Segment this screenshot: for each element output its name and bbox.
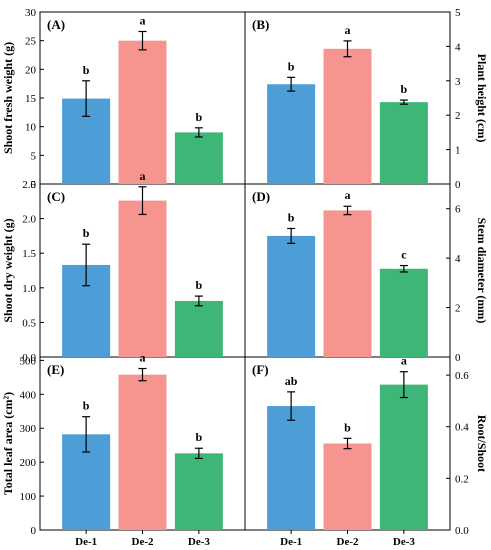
y-tick-label: 30 [25,7,37,19]
y-tick-label: 5 [31,150,37,162]
significance-label: a [140,169,146,183]
significance-label: b [83,63,90,77]
significance-label: a [140,351,146,365]
x-tick-label: De-3 [188,536,210,548]
bar-de-3 [174,300,223,357]
y-tick-label: 0 [455,179,461,191]
y-tick-label: 4 [455,253,461,265]
panel-c: (C) 0.0 0.5 1.0 1.5 2.0 2.5 Shoot dry weight (g… [1,169,223,364]
significance-label: b [288,210,295,224]
y-tick-label: 0.6 [455,370,469,382]
bar-de-3 [174,132,223,184]
bar-de-2 [118,374,167,530]
panel-label: (D) [252,189,270,204]
y-tick-label: 0 [31,179,37,191]
bar-de-1 [267,235,316,357]
panel-d: (D) 0 2 4 6 Stem diameter (mm) b a c [252,188,489,364]
y-tick-label: 100 [20,491,37,503]
y-axis-title: Plant height (cm) [475,54,489,143]
significance-label: b [196,110,203,124]
y-tick-label: 25 [25,36,37,48]
y-tick-label: 4 [455,41,461,53]
bar-de-1 [267,406,316,530]
y-tick-label: 400 [20,389,37,401]
y-tick-label: 0.0 [455,525,469,537]
y-tick-label: 10 [25,122,37,134]
panel-label: (C) [47,189,65,204]
y-axis-title: Shoot fresh weight (g) [1,42,15,154]
y-tick-label: 2.5 [22,179,36,191]
significance-label: b [196,278,203,292]
y-tick-label: 15 [25,93,37,105]
bar-de-1 [267,84,316,184]
significance-label: b [288,59,295,73]
bar-de-3 [379,102,428,184]
significance-label: ab [285,374,298,388]
significance-label: c [401,248,407,262]
y-tick-label: 500 [20,355,37,367]
significance-label: b [83,399,90,413]
bar-de-2 [118,200,167,357]
significance-label: b [344,420,351,434]
bar-de-3 [174,453,223,530]
significance-label: b [196,430,203,444]
bar-de-3 [379,384,428,530]
y-tick-label: 0.2 [455,473,469,485]
panel-f: (F) 0.0 0.2 0.4 0.6 Root/Shoot ab De-1 b De-2 a De-… [252,354,489,548]
bar-de-2 [323,210,372,357]
y-tick-label: 0 [31,525,37,537]
panel-label: (A) [47,17,65,32]
y-axis-title: Root/Shoot [475,415,489,472]
y-tick-label: 0 [455,352,461,364]
panel-label: (B) [252,17,269,32]
y-tick-label: 1.0 [22,283,36,295]
bar-de-2 [323,443,372,530]
significance-label: b [83,226,90,240]
y-tick-label: 0.0 [22,352,36,364]
y-tick-label: 2 [455,110,461,122]
x-tick-label: De-1 [280,536,302,548]
x-tick-label: De-3 [393,536,415,548]
bar-de-2 [323,48,372,184]
y-tick-label: 0.4 [455,422,469,434]
bar-de-3 [379,268,428,357]
panel-b: (B) 0 1 2 3 4 5 Plant height (cm) b a b [252,7,489,191]
y-tick-label: 2 [455,303,461,315]
y-axis-title: Total leaf area (cm²) [1,392,15,495]
y-tick-label: 300 [20,423,37,435]
y-tick-label: 3 [455,76,461,88]
y-axis-title: Stem diameter (mm) [475,218,489,324]
y-tick-label: 1.5 [22,248,36,260]
x-tick-label: De-2 [132,536,154,548]
y-tick-label: 2.0 [22,214,36,226]
y-tick-label: 1 [455,145,461,157]
x-tick-label: De-2 [337,536,359,548]
panel-e: (E) 0 100 200 300 400 500 Total leaf area (cm²)… [1,351,223,548]
panel-label: (F) [252,362,269,377]
y-tick-label: 200 [20,457,37,469]
significance-label: a [140,13,146,27]
panel-label: (E) [47,362,64,377]
y-tick-label: 0.5 [22,317,36,329]
significance-label: a [401,354,407,368]
significance-label: b [401,82,408,96]
y-tick-label: 20 [25,64,37,76]
x-tick-label: De-1 [75,536,97,548]
y-tick-label: 6 [455,204,461,216]
bar-de-2 [118,40,167,184]
significance-label: a [345,23,351,37]
y-tick-label: 5 [455,7,461,19]
y-axis-title: Shoot dry weight (g) [1,218,15,322]
significance-label: a [345,188,351,202]
panel-a: (A) 0 5 10 15 20 25 30 Shoot fresh weight (g) b a b [1,7,223,191]
